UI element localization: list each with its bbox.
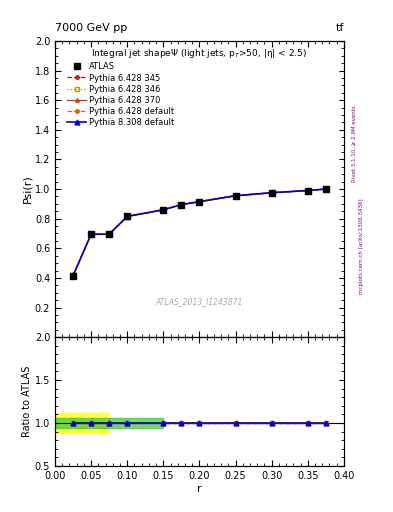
Text: mcplots.cern.ch [arXiv:1306.3436]: mcplots.cern.ch [arXiv:1306.3436] <box>359 198 364 293</box>
Text: 7000 GeV pp: 7000 GeV pp <box>55 23 127 33</box>
Y-axis label: Psi(r): Psi(r) <box>22 175 32 203</box>
Text: tf: tf <box>336 23 344 33</box>
Text: Integral jet shapeΨ (light jets, p$_{T}$>50, |η| < 2.5): Integral jet shapeΨ (light jets, p$_{T}$… <box>91 47 308 60</box>
Legend: ATLAS, Pythia 6.428 345, Pythia 6.428 346, Pythia 6.428 370, Pythia 6.428 defaul: ATLAS, Pythia 6.428 345, Pythia 6.428 34… <box>64 59 178 130</box>
Y-axis label: Ratio to ATLAS: Ratio to ATLAS <box>22 366 32 437</box>
Text: Rivet 3.1.10, ≥ 2.9M events: Rivet 3.1.10, ≥ 2.9M events <box>352 105 357 182</box>
X-axis label: r: r <box>197 483 202 494</box>
Text: ATLAS_2013_I1243871: ATLAS_2013_I1243871 <box>156 297 243 306</box>
